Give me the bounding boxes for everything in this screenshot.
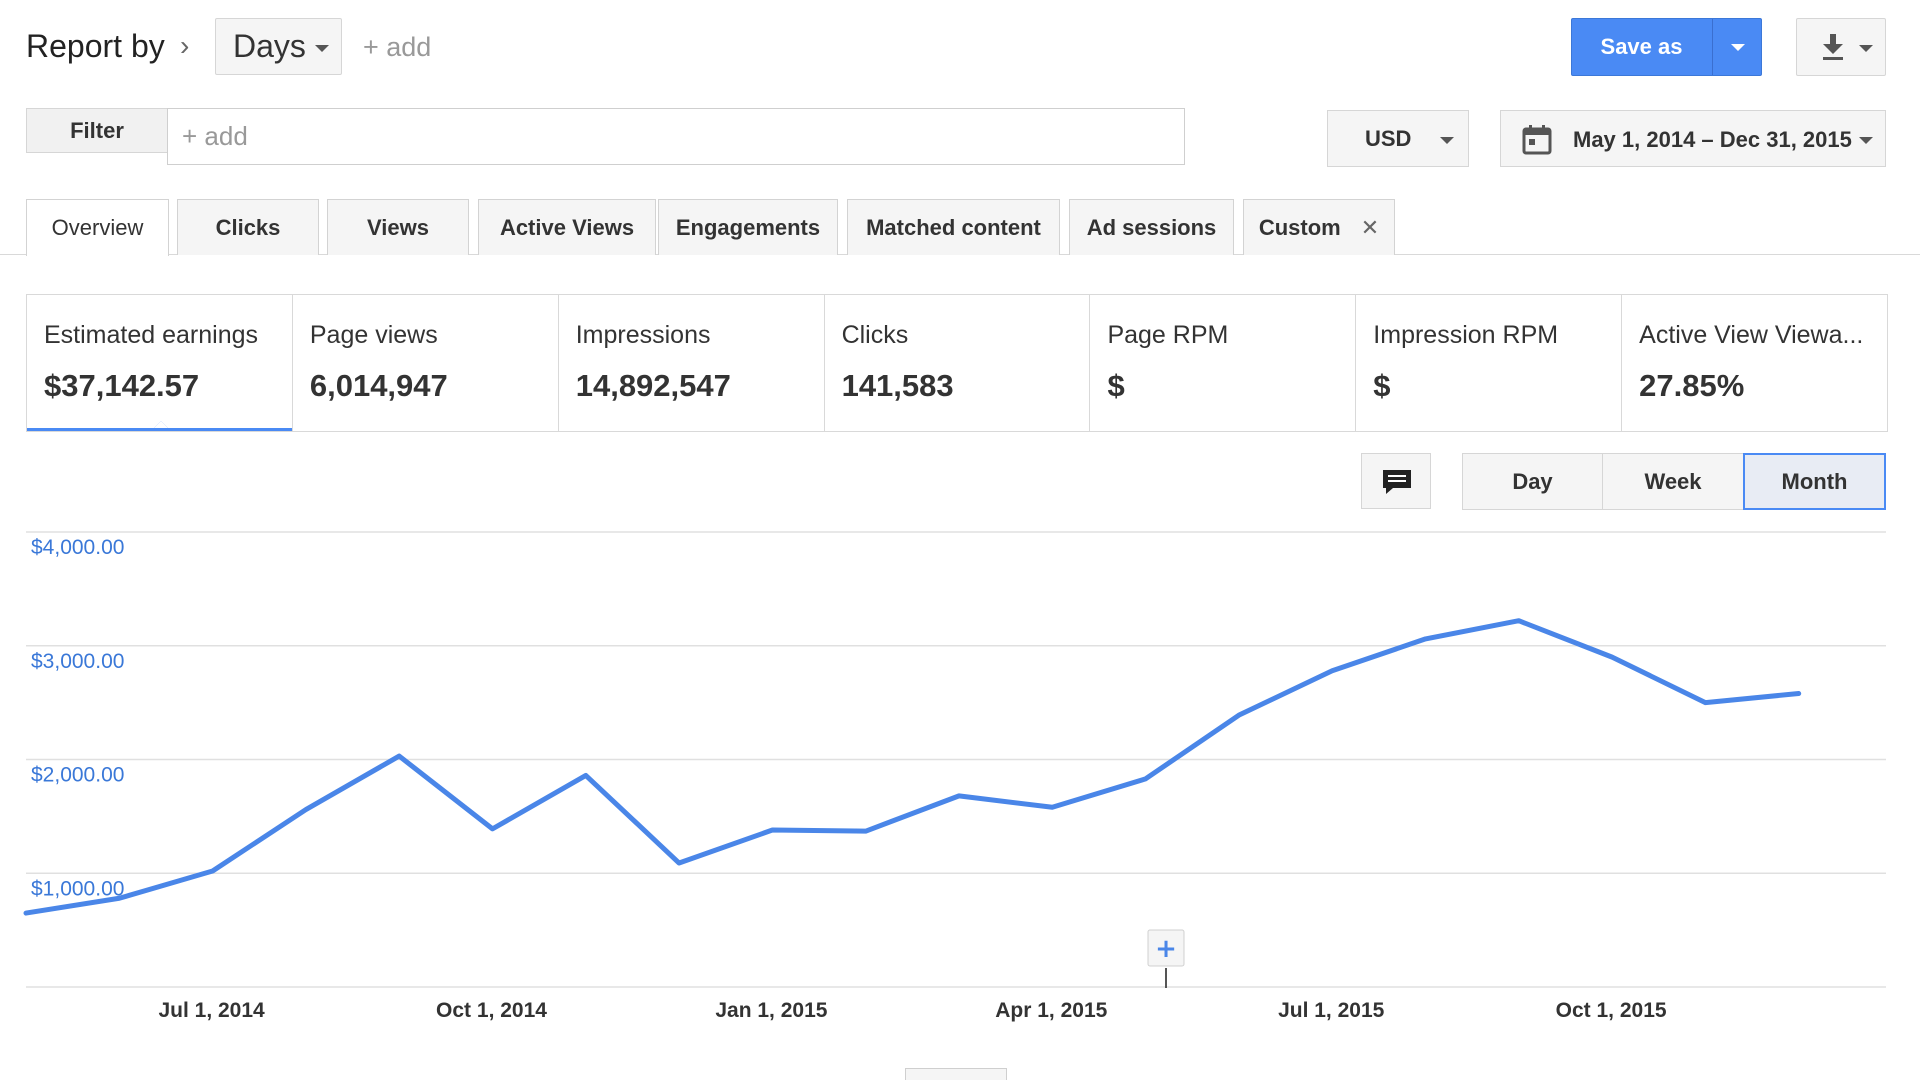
metric-label: Impression RPM bbox=[1373, 321, 1559, 349]
tab-ad-sessions[interactable]: Ad sessions bbox=[1069, 199, 1234, 255]
annotations-button[interactable] bbox=[1361, 453, 1431, 509]
tab-views[interactable]: Views bbox=[327, 199, 469, 255]
download-icon bbox=[1823, 34, 1843, 60]
date-range-picker[interactable]: May 1, 2014 – Dec 31, 2015 bbox=[1500, 110, 1886, 167]
metric-value: 6,014,947 bbox=[309, 368, 448, 403]
metric-label: Active View Viewa... bbox=[1639, 321, 1864, 349]
add-annotation-button[interactable] bbox=[1147, 929, 1185, 967]
tab-engagements[interactable]: Engagements bbox=[658, 199, 838, 255]
save-as-button-group: Save as bbox=[1571, 18, 1762, 76]
chevron-down-icon bbox=[1859, 45, 1873, 52]
metric-label: Estimated earnings bbox=[44, 321, 259, 349]
date-range-label: May 1, 2014 – Dec 31, 2015 bbox=[1573, 127, 1852, 152]
earnings-line-chart: $4,000.00 $3,000.00 $2,000.00 $1,000.00 Jul … bbox=[23, 531, 1886, 1022]
tab-clicks[interactable]: Clicks bbox=[177, 199, 319, 255]
chevron-down-icon bbox=[1859, 137, 1873, 144]
x-tick-label: Apr 1, 2015 bbox=[995, 999, 1107, 1022]
metric-label: Clicks bbox=[841, 321, 909, 349]
metric-card-clicks[interactable]: Clicks 141,583 bbox=[825, 295, 1091, 431]
dimension-dropdown[interactable]: Days bbox=[215, 18, 342, 75]
metric-card-impression-rpm[interactable]: Impression RPM $ bbox=[1356, 295, 1623, 431]
metric-card-impressions[interactable]: Impressions 14,892,547 bbox=[559, 295, 825, 431]
x-tick-label: Jan 1, 2015 bbox=[715, 999, 827, 1022]
metric-value: $37,142.57 bbox=[44, 368, 200, 403]
x-tick-label: Oct 1, 2014 bbox=[436, 999, 547, 1022]
metric-label: Page views bbox=[309, 321, 438, 349]
earnings-series-line bbox=[23, 618, 1802, 916]
tab-matched-content[interactable]: Matched content bbox=[847, 199, 1060, 255]
dimension-label: Days bbox=[233, 28, 306, 64]
calendar-icon bbox=[1522, 125, 1552, 155]
x-tick-label: Jul 1, 2015 bbox=[1278, 999, 1385, 1022]
close-icon[interactable]: ✕ bbox=[1360, 214, 1380, 240]
save-as-button[interactable]: Save as bbox=[1600, 34, 1683, 59]
add-dimension-link[interactable]: + add bbox=[363, 32, 432, 62]
metric-card-estimated-earnings[interactable]: Estimated earnings $37,142.57 bbox=[27, 295, 293, 431]
currency-label: USD bbox=[1365, 125, 1412, 151]
tab-custom[interactable]: Custom ✕ bbox=[1243, 199, 1395, 255]
filter-button[interactable]: Filter bbox=[26, 108, 168, 153]
metric-value: $ bbox=[1107, 368, 1125, 403]
metric-card-active-view-viewability[interactable]: Active View Viewa... 27.85% bbox=[1622, 295, 1887, 431]
metric-value: 14,892,547 bbox=[575, 368, 731, 403]
chevron-right-icon: › bbox=[180, 30, 190, 61]
chevron-down-icon bbox=[1440, 137, 1454, 144]
y-tick-label: $4,000.00 bbox=[31, 536, 124, 559]
tab-overview[interactable]: Overview bbox=[26, 199, 169, 256]
filter-input[interactable]: + add bbox=[167, 108, 1185, 165]
chevron-down-icon bbox=[315, 45, 329, 52]
divider bbox=[1712, 19, 1713, 75]
y-tick-label: $3,000.00 bbox=[31, 650, 124, 673]
y-tick-label: $2,000.00 bbox=[31, 764, 124, 787]
metric-value: 141,583 bbox=[841, 368, 954, 403]
currency-dropdown[interactable]: USD bbox=[1327, 110, 1469, 167]
tab-active-views[interactable]: Active Views bbox=[478, 199, 656, 255]
resize-handle[interactable] bbox=[905, 1068, 1007, 1080]
metric-value: $ bbox=[1373, 368, 1391, 403]
metrics-bar: Estimated earnings $37,142.57 Page views… bbox=[26, 294, 1888, 432]
granularity-day-button[interactable]: Day bbox=[1462, 453, 1603, 510]
download-button[interactable] bbox=[1796, 18, 1886, 76]
metric-card-page-rpm[interactable]: Page RPM $ bbox=[1090, 295, 1357, 431]
granularity-week-button[interactable]: Week bbox=[1602, 453, 1744, 510]
x-tick-label: Oct 1, 2015 bbox=[1556, 999, 1667, 1022]
plus-icon: + bbox=[1155, 934, 1177, 964]
y-tick-label: $1,000.00 bbox=[31, 877, 124, 900]
tab-custom-label: Custom bbox=[1258, 214, 1341, 240]
x-tick-label: Jul 1, 2014 bbox=[158, 999, 265, 1022]
metric-label: Page RPM bbox=[1107, 321, 1229, 349]
comment-icon bbox=[1383, 470, 1411, 494]
save-options-dropdown-icon[interactable] bbox=[1731, 44, 1745, 51]
metric-label: Impressions bbox=[575, 321, 711, 349]
metric-value: 27.85% bbox=[1639, 368, 1745, 403]
granularity-month-button[interactable]: Month bbox=[1743, 453, 1886, 510]
report-by-label: Report by bbox=[26, 28, 165, 64]
metric-card-page-views[interactable]: Page views 6,014,947 bbox=[293, 295, 559, 431]
